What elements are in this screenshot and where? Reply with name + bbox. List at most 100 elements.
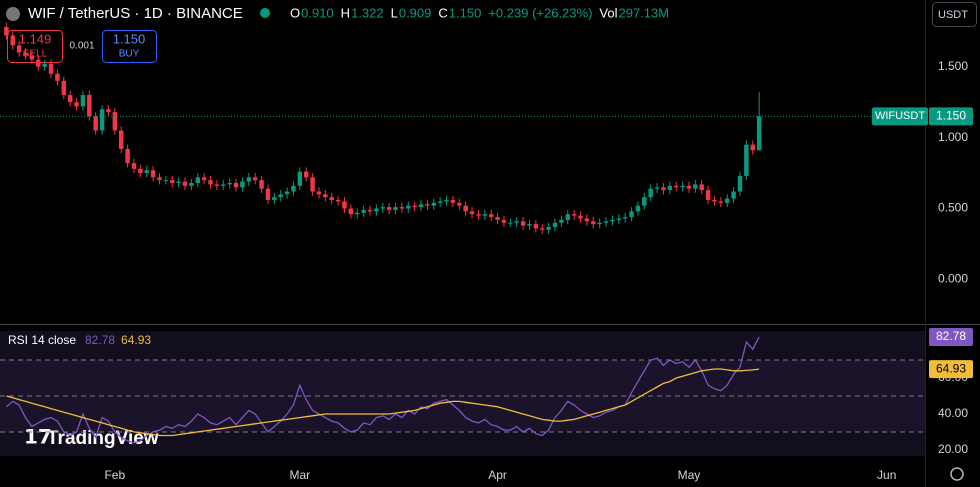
candle-body [457, 202, 462, 206]
candle-body [571, 214, 577, 216]
candle-body [329, 197, 334, 201]
candle-body [348, 208, 354, 215]
symbol-icon [6, 7, 20, 21]
candle-body [278, 194, 283, 198]
candle-body [4, 26, 9, 36]
ohlc-value: 1.150 [449, 5, 482, 20]
price-tag [929, 107, 973, 126]
buy-button[interactable] [102, 30, 157, 63]
value-tag-label: 82.78 [936, 329, 966, 343]
candle-body [622, 217, 628, 219]
candle-body [756, 116, 762, 151]
y-tick-label: 0.500 [938, 201, 968, 215]
candle-body [144, 170, 149, 174]
buy-price: 1.150 [113, 31, 146, 46]
candle-body [469, 211, 475, 215]
candle-body [680, 185, 685, 188]
candle-body [642, 197, 647, 206]
currency-button[interactable] [932, 2, 977, 27]
candle-body [246, 177, 252, 182]
candle-body [654, 187, 660, 189]
ohlc-key: H [341, 5, 350, 20]
y-tick-label: 40.00 [938, 406, 968, 420]
candle-body [80, 95, 86, 107]
candle-body [36, 59, 41, 67]
candle-body [565, 214, 570, 220]
candle-body [291, 185, 296, 192]
candle-body [182, 181, 188, 186]
candle-body [597, 222, 602, 225]
x-tick-label: Apr [488, 468, 507, 482]
volume-value: 297.13M [618, 5, 669, 20]
legend-value: 64.93 [121, 333, 151, 347]
ohlc-legend: O 0.910 H 1.322 L 0.909 C 1.150 +0.239 (+26.23%)… [290, 5, 669, 20]
ohlc-key: C [438, 5, 447, 20]
candle-body [673, 185, 679, 188]
rsi-line [6, 368, 760, 437]
candle-body [552, 222, 558, 227]
candle-body [603, 221, 609, 223]
candle-body [23, 52, 28, 56]
candle-body [629, 211, 634, 218]
candle-body [10, 35, 15, 46]
y-tick-label: 20.00 [938, 442, 968, 456]
candle-body [501, 219, 507, 223]
candle-body [731, 191, 736, 199]
candle-body [686, 185, 692, 189]
candle-body [342, 201, 347, 209]
candle-body [750, 144, 755, 151]
candle-body [393, 207, 398, 210]
candle-body [99, 109, 105, 131]
candle-body [67, 95, 73, 103]
candle-body [367, 209, 373, 212]
symbol-title[interactable]: WIF / TetherUS · 1D · BINANCE [28, 5, 243, 22]
ticker-tag [872, 107, 928, 126]
candle-body [591, 221, 596, 225]
candle-body [74, 102, 79, 107]
candle-body [399, 207, 405, 209]
candle-body [546, 226, 551, 230]
candle-body [208, 180, 213, 185]
sell-button[interactable] [7, 30, 63, 63]
candle-body [361, 209, 366, 213]
candle-body [16, 45, 22, 53]
candle-body [635, 205, 641, 212]
candle-body [495, 217, 500, 220]
candle-body [431, 202, 437, 206]
candle-body [259, 180, 264, 189]
candle-body [310, 177, 315, 192]
candle-body [705, 190, 711, 201]
candle-body [437, 201, 443, 203]
candle-body [520, 221, 526, 226]
settings-icon[interactable] [950, 467, 964, 481]
candle-body [303, 171, 309, 178]
sell-price: 1.149 [19, 31, 52, 46]
candle-body [616, 218, 622, 220]
candle-body [648, 188, 653, 198]
candle-body [386, 207, 392, 210]
candle-body [444, 200, 449, 202]
candle-body [189, 182, 194, 186]
candle-body [725, 198, 730, 203]
market-status[interactable] [260, 8, 270, 18]
sell-label: SELL [23, 49, 48, 60]
candle-body [176, 181, 181, 183]
currency-label: USDT [938, 9, 968, 21]
candle-body [272, 197, 277, 201]
candle-body [214, 184, 220, 186]
candle-body [380, 207, 385, 209]
price-tag-label: 1.150 [936, 108, 966, 122]
ohlc-key: O [290, 5, 300, 20]
x-tick-label: May [678, 468, 701, 482]
candle-body [163, 180, 169, 182]
x-tick-label: Jun [877, 468, 896, 482]
candle-body [55, 73, 60, 81]
candle-body [508, 222, 513, 224]
candle-body [737, 175, 743, 192]
candle-body [527, 224, 532, 226]
candle-body [476, 214, 481, 216]
candle-body [406, 205, 411, 209]
candle-body [87, 95, 92, 117]
candle-body [284, 191, 290, 195]
candle-body [355, 212, 360, 215]
